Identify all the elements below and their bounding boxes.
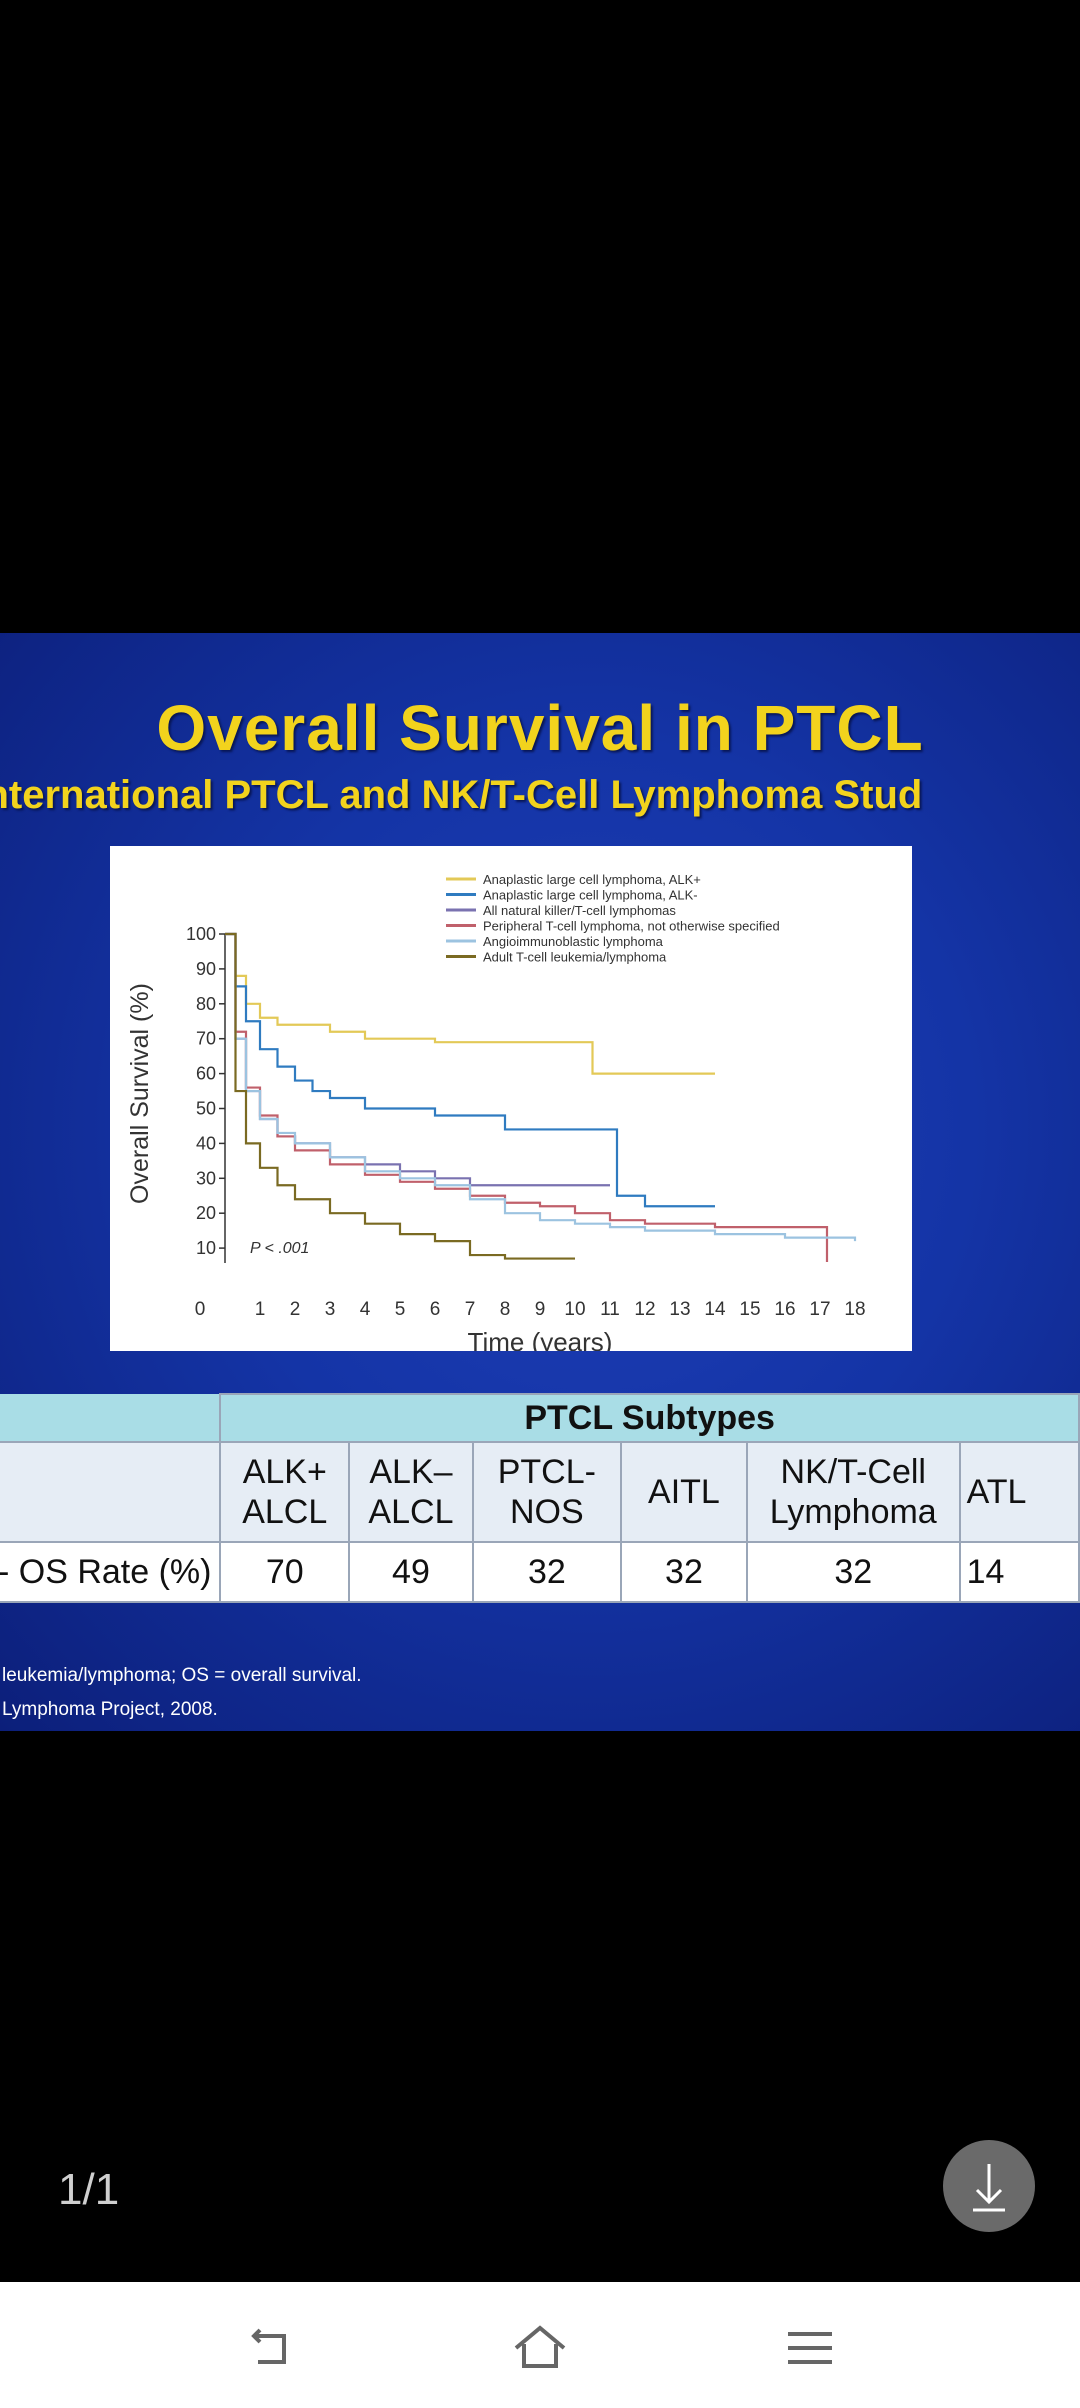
col-header-line2: NOS [510,1493,584,1531]
legend-label: All natural killer/T-cell lymphomas [483,903,676,918]
y-tick-label: 90 [196,959,216,979]
cell-value: 49 [348,1541,474,1603]
x-tick-label: 1 [255,1299,266,1320]
x-tick-label: 3 [325,1299,336,1320]
y-axis-label: Overall Survival (%) [126,983,154,1204]
legend-label: Adult T-cell leukemia/lymphoma [483,950,667,965]
x-tick-label: 11 [600,1299,620,1320]
col-header-line1: NK/T-Cell [780,1453,926,1491]
table-header: PTCL Subtypes [219,1393,1080,1443]
col-header-nkt: NK/T-Cell Lymphoma [745,1441,961,1543]
legend-label: Anaplastic large cell lymphoma, ALK+ [483,872,701,887]
col-header-aitl: AITL [620,1441,748,1543]
col-header-ptcl-nos: PTCL- NOS [471,1441,623,1543]
cell-value: 14 [958,1541,1080,1603]
back-icon [251,2328,286,2364]
x-tick-label: 5 [395,1299,406,1320]
x-tick-label: 8 [500,1299,511,1320]
survival-chart: 10 20 30 40 50 60 70 80 90 100 0 1 2 3 4 5 6 7 8 9 10 11 12 13 1… [110,846,912,1351]
home-button[interactable] [510,2318,570,2378]
y-tick-label: 40 [196,1133,216,1153]
table-corner [0,1394,221,1442]
page-indicator: 1/1 [58,2165,120,2214]
series-line [225,932,715,1208]
legend-label: Angioimmunoblastic lymphoma [483,934,664,949]
subtype-table: PTCL Subtypes ALK+ ALCL ALK– ALCL PTCL- NOS… [0,1393,1080,1603]
x-tick-label: 0 [195,1299,206,1320]
x-tick-label: 2 [290,1299,301,1320]
x-axis-label: Time (years) [468,1327,613,1351]
cell-value: 32 [620,1541,748,1603]
cell-value: 32 [745,1541,961,1603]
col-header-line2: ALCL [368,1493,454,1531]
menu-icon [788,2332,832,2364]
x-tick-label: 18 [844,1299,865,1320]
back-button[interactable] [240,2318,300,2378]
footnote-line2: Lymphoma Project, 2008. [2,1699,218,1720]
y-tick-label: 10 [196,1238,216,1258]
x-tick-label: 17 [809,1299,830,1320]
x-tick-label: 7 [465,1299,476,1320]
col-header-line1: ALK– [369,1453,453,1491]
series-line [225,932,610,1187]
col-header-line2: ALCL [242,1493,328,1531]
col-header-line1: PTCL- [497,1453,596,1491]
col-header-line2: Lymphoma [769,1493,937,1531]
y-tick-label: 20 [196,1203,216,1223]
footnote-line1: leukemia/lymphoma; OS = overall survival… [2,1665,362,1686]
y-tick-label: 50 [196,1099,216,1119]
series-line [225,932,857,1242]
y-tick-label: 100 [186,924,216,944]
cell-value: 32 [471,1541,623,1603]
x-tick-label: 9 [535,1299,546,1320]
col-header-line1: ALK+ [242,1453,327,1491]
slide-title: Overall Survival in PTCL [156,692,924,764]
y-tick-label: 70 [196,1029,216,1049]
slide-subtitle: e International PTCL and NK/T-Cell Lymph… [0,773,923,817]
y-tick-label: 30 [196,1168,216,1188]
col-header-alk-neg: ALK– ALCL [348,1441,474,1543]
x-tick-label: 4 [360,1299,371,1320]
cell-value: 70 [219,1541,351,1603]
series-line [225,932,575,1260]
system-nav-bar [0,2282,1080,2408]
slide-image: Overall Survival in PTCL e International… [0,633,1080,1731]
legend-label: Anaplastic large cell lymphoma, ALK- [483,888,698,903]
row-label-os-rate: - OS Rate (%) [0,1541,222,1603]
home-icon [514,2325,566,2368]
table-row-label-empty [0,1441,222,1543]
y-tick-label: 60 [196,1064,216,1084]
x-tick-label: 10 [564,1299,585,1320]
subtype-table-wrap: PTCL Subtypes ALK+ ALCL ALK– ALCL PTCL- NOS… [0,1393,1080,1603]
x-tick-label: 12 [634,1299,655,1320]
recents-button[interactable] [780,2318,840,2378]
col-header-alk-pos: ALK+ ALCL [219,1441,351,1543]
legend-label: Peripheral T-cell lymphoma, not otherwis… [483,919,780,934]
y-tick-label: 80 [196,994,216,1014]
x-tick-label: 16 [774,1299,795,1320]
x-tick-label: 6 [430,1299,441,1320]
x-tick-label: 13 [669,1299,690,1320]
p-value-annotation: P < .001 [250,1240,309,1257]
download-button[interactable] [943,2140,1035,2232]
col-header-atl: ATL [958,1441,1080,1543]
x-tick-label: 14 [704,1299,726,1320]
x-tick-label: 15 [739,1299,760,1320]
download-icon [973,2164,1005,2212]
